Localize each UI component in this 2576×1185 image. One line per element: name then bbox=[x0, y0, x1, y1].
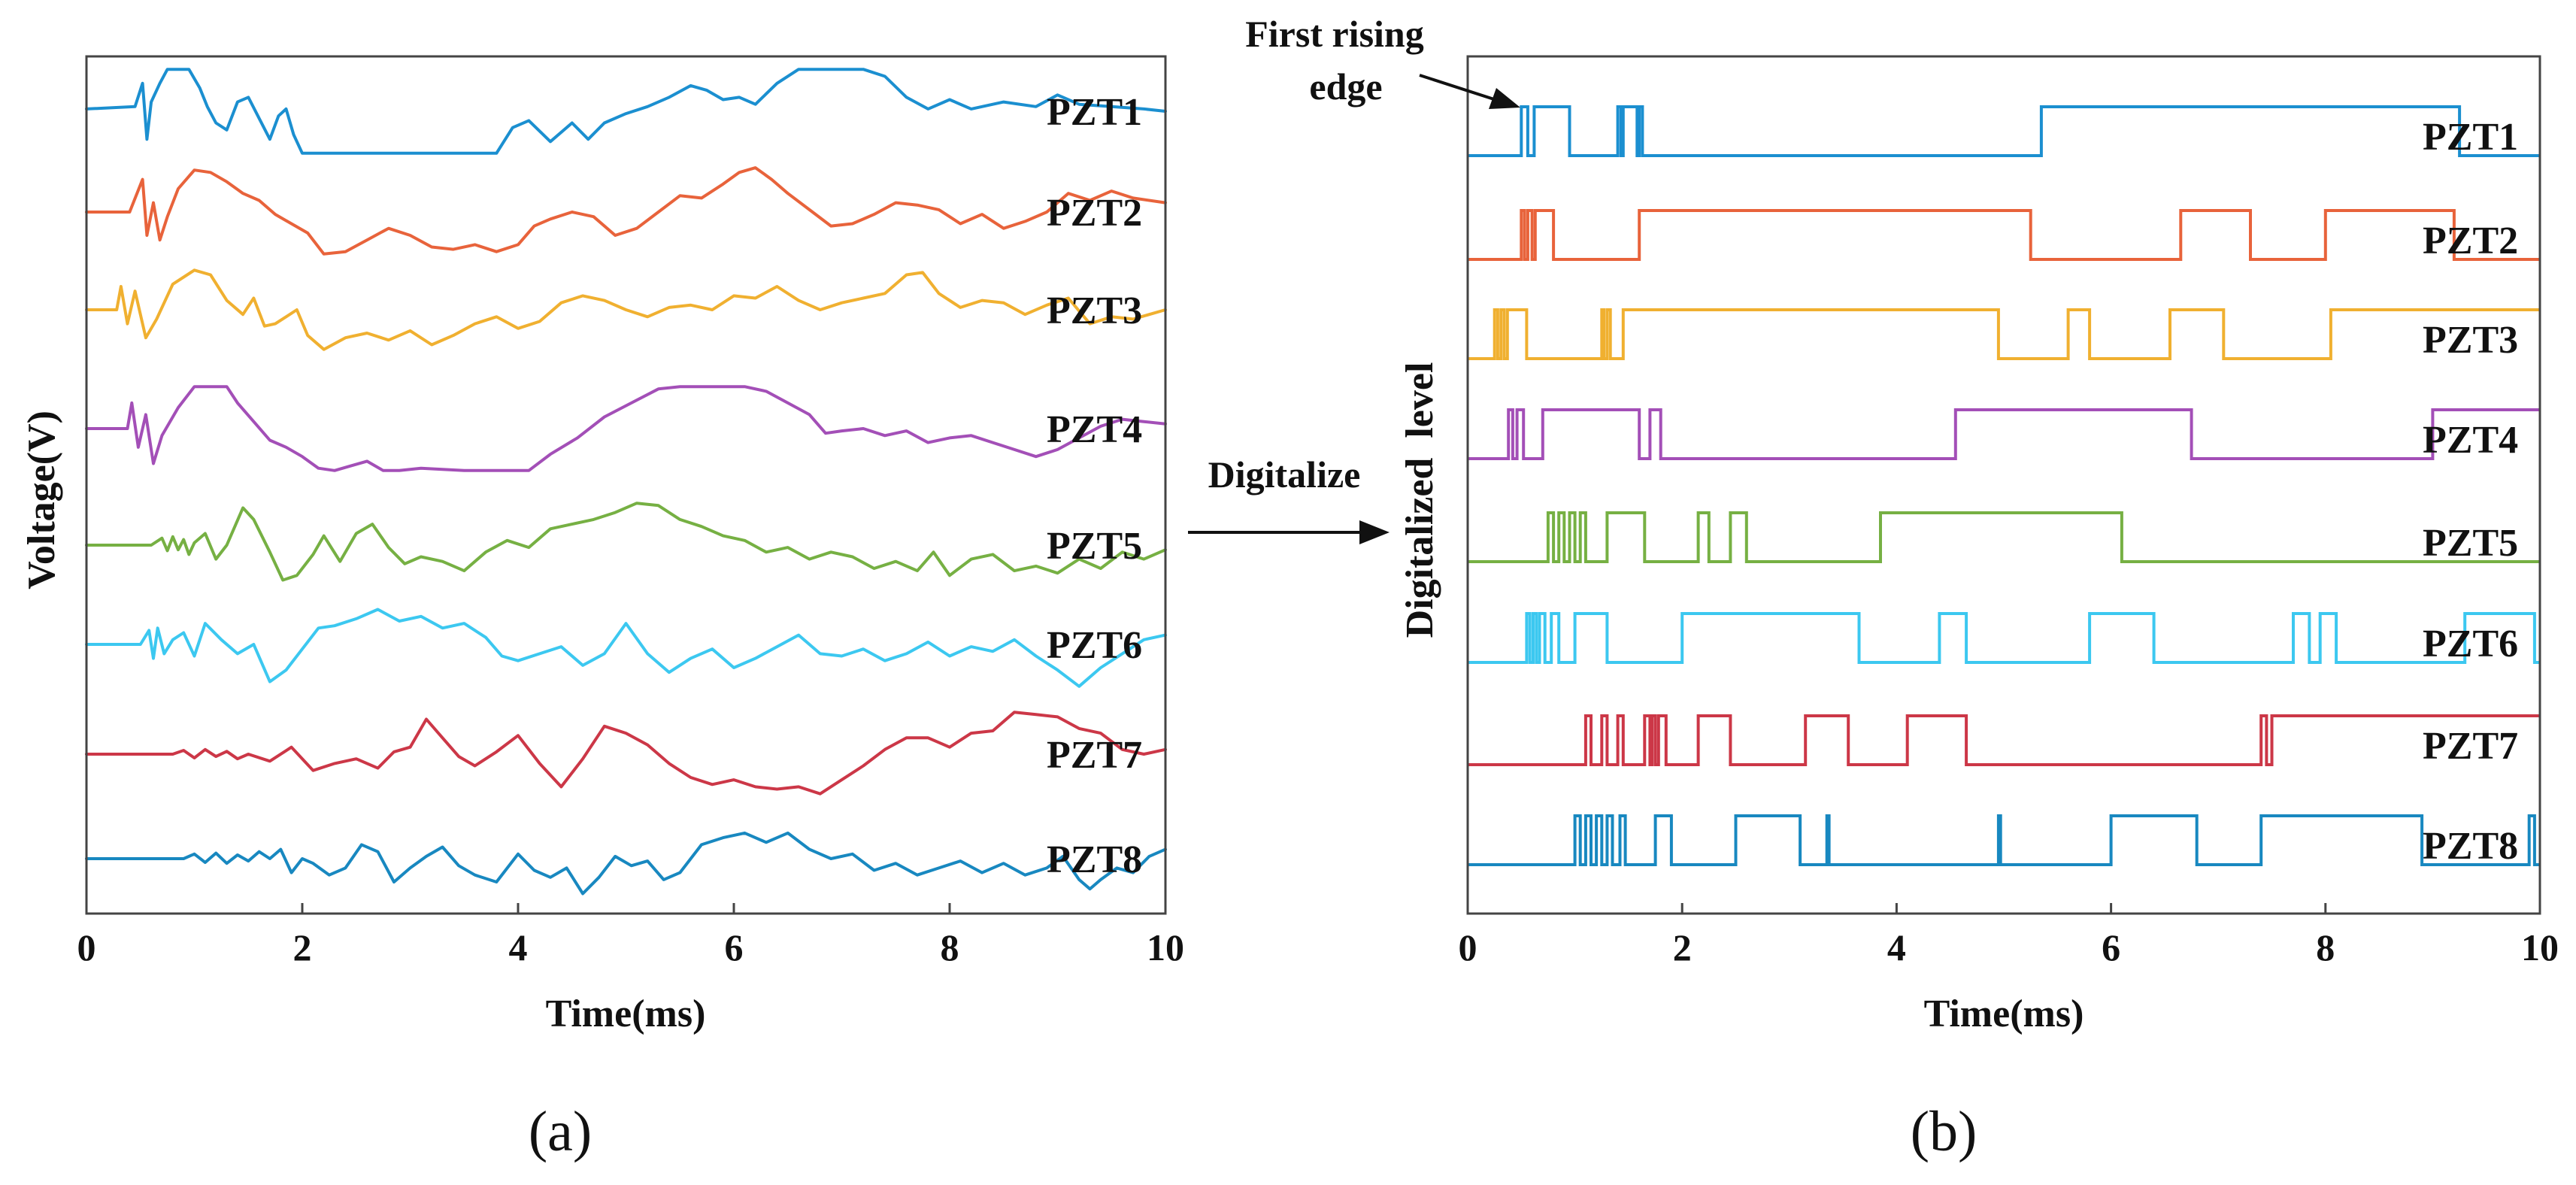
first-rising-edge-text-line1: First rising bbox=[1245, 13, 1423, 55]
panel-b-trace-pzt3 bbox=[1468, 308, 2540, 360]
panel-a-trace-label-pzt3: PZT3 bbox=[1047, 289, 1142, 332]
panel-a-trace-pzt7 bbox=[85, 711, 1167, 796]
panel-a-trace-label-pzt2: PZT2 bbox=[1047, 192, 1142, 235]
panel-b-trace-label-pzt8: PZT8 bbox=[2423, 825, 2518, 868]
panel-a-voltage-chart: 0 2 4 6 8 10 PZT1 PZT2 PZT3 PZT4 PZT5 PZT6 PZT7 PZT8… bbox=[20, 55, 1184, 1163]
first-rising-edge-text-line2: edge bbox=[1309, 65, 1382, 108]
panel-b-trace-label-pzt7: PZT7 bbox=[2423, 725, 2518, 768]
panel-a-trace-label-pzt4: PZT4 bbox=[1047, 408, 1142, 451]
panel-b-xtick-label: 8 bbox=[2316, 926, 2335, 968]
first-rising-edge-arrowhead bbox=[1489, 88, 1520, 109]
panel-a-xtick-label: 6 bbox=[725, 926, 744, 968]
panel-b-xtick-label: 4 bbox=[1887, 926, 1906, 968]
panel-b-trace-label-pzt2: PZT2 bbox=[2423, 220, 2518, 262]
panel-a-trace-label-pzt1: PZT1 bbox=[1047, 91, 1142, 134]
panel-b-xtick-label: 10 bbox=[2521, 926, 2559, 968]
panel-b-ylabel: Digitalized level bbox=[1399, 362, 1441, 638]
first-rising-edge-annotation: First rising edge bbox=[1245, 13, 1520, 109]
panel-a-trace-label-pzt6: PZT6 bbox=[1047, 624, 1142, 667]
panel-b-xtick-label: 6 bbox=[2102, 926, 2120, 968]
panel-b-trace-pzt2 bbox=[1468, 209, 2540, 261]
panel-b-trace-label-pzt6: PZT6 bbox=[2423, 623, 2518, 665]
panel-b-xlabel: Time(ms) bbox=[1924, 993, 2084, 1035]
panel-a-trace-pzt5 bbox=[85, 502, 1167, 582]
panel-a-trace-pzt3 bbox=[85, 268, 1167, 351]
panel-a-xtick-label: 0 bbox=[77, 926, 96, 968]
panel-a-trace-label-pzt7: PZT7 bbox=[1047, 734, 1142, 777]
panel-a-xtick-label: 4 bbox=[509, 926, 528, 968]
panel-a-axes-frame bbox=[85, 55, 1167, 915]
panel-b-trace-pzt8 bbox=[1468, 814, 2540, 866]
panel-a-trace-pzt4 bbox=[85, 385, 1167, 472]
panel-b-trace-label-pzt3: PZT3 bbox=[2423, 319, 2518, 362]
panel-a-ylabel: Voltage(V) bbox=[20, 411, 63, 589]
panel-a-xtick-label: 10 bbox=[1147, 926, 1184, 968]
panel-a-trace-pzt1 bbox=[85, 68, 1167, 155]
panel-a-trace-label-pzt8: PZT8 bbox=[1047, 838, 1142, 881]
panel-a-trace-label-pzt5: PZT5 bbox=[1047, 525, 1142, 568]
digitalize-text: Digitalize bbox=[1208, 453, 1361, 496]
panel-b-trace-pzt5 bbox=[1468, 511, 2540, 563]
panel-b-digital-chart: 0 2 4 6 8 10 PZT1 PZT2 PZT3 PZT4 PZT5 PZT6 PZT7 PZT8… bbox=[1399, 55, 2559, 1163]
panel-a-trace-pzt2 bbox=[85, 166, 1167, 256]
panel-b-trace-label-pzt5: PZT5 bbox=[2423, 522, 2518, 565]
panel-a-xtick-label: 8 bbox=[941, 926, 959, 968]
panel-b-label: (b) bbox=[1911, 1100, 1977, 1163]
first-rising-edge-arrow-shaft bbox=[1419, 74, 1497, 102]
panel-a-xlabel: Time(ms) bbox=[546, 993, 706, 1035]
panel-a-xtick-label: 2 bbox=[293, 926, 312, 968]
panel-b-trace-pzt7 bbox=[1468, 714, 2540, 766]
panel-a-trace-pzt6 bbox=[85, 608, 1167, 688]
panel-b-trace-label-pzt1: PZT1 bbox=[2423, 116, 2518, 159]
panel-a-label: (a) bbox=[529, 1100, 592, 1163]
panel-b-axes-frame bbox=[1466, 55, 2541, 915]
panel-a-trace-pzt8 bbox=[85, 831, 1167, 896]
digitalize-annotation: Digitalize bbox=[1188, 453, 1390, 544]
panel-b-trace-label-pzt4: PZT4 bbox=[2423, 419, 2518, 462]
panel-b-trace-pzt4 bbox=[1468, 408, 2540, 460]
panel-b-xtick-label: 0 bbox=[1459, 926, 1477, 968]
panel-b-trace-pzt6 bbox=[1468, 612, 2540, 664]
panel-b-trace-pzt1 bbox=[1468, 105, 2540, 157]
panel-b-xtick-label: 2 bbox=[1673, 926, 1692, 968]
digitalize-arrowhead bbox=[1359, 520, 1390, 544]
